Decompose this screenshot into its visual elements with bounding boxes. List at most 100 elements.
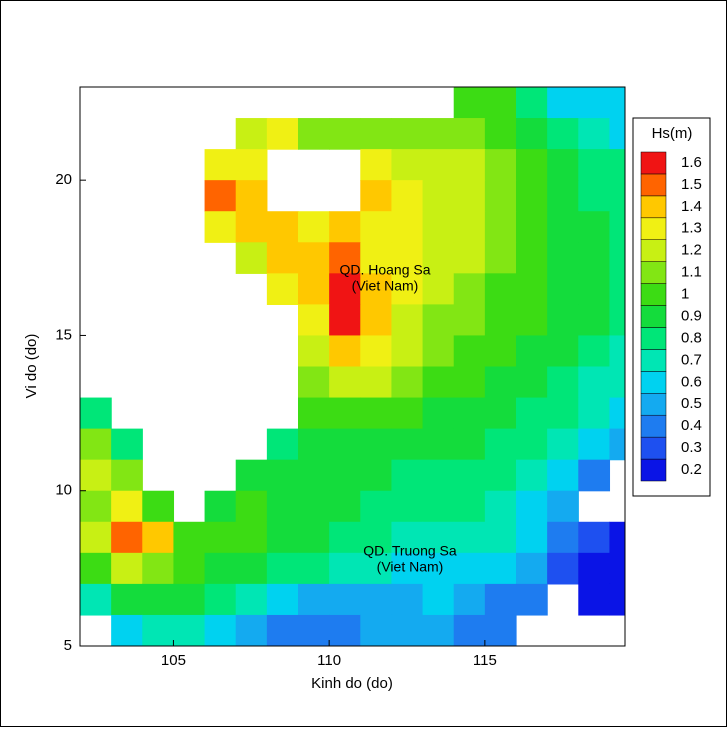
cell bbox=[173, 614, 206, 646]
cell bbox=[422, 552, 455, 585]
cell bbox=[484, 273, 517, 305]
cell bbox=[111, 490, 143, 523]
legend-label: 0.9 bbox=[681, 307, 702, 324]
cell bbox=[360, 211, 393, 243]
cell bbox=[80, 552, 112, 585]
cell bbox=[516, 583, 548, 616]
cell bbox=[578, 273, 611, 305]
cell bbox=[360, 521, 393, 554]
cell bbox=[391, 242, 424, 274]
cell bbox=[235, 490, 268, 523]
legend-swatch bbox=[640, 195, 667, 219]
cell bbox=[422, 397, 455, 430]
cell bbox=[453, 459, 486, 492]
cell bbox=[547, 118, 579, 150]
cell bbox=[422, 211, 455, 243]
cell bbox=[80, 490, 112, 523]
cell bbox=[142, 552, 175, 585]
y-tick-label: 15 bbox=[55, 326, 72, 343]
legend-label: 1.6 bbox=[681, 154, 702, 171]
cell bbox=[204, 211, 237, 243]
cell bbox=[516, 304, 548, 337]
cell bbox=[298, 614, 330, 646]
y-tick-label: 5 bbox=[64, 637, 72, 654]
cell bbox=[391, 149, 424, 181]
y-axis-label: Vi do (do) bbox=[23, 334, 40, 399]
cell bbox=[578, 428, 611, 461]
cell bbox=[484, 118, 517, 150]
cell bbox=[484, 459, 517, 492]
cell bbox=[111, 428, 143, 461]
cell bbox=[484, 366, 517, 399]
cell bbox=[360, 366, 393, 399]
cell bbox=[547, 211, 579, 243]
cell bbox=[391, 304, 424, 337]
cell bbox=[453, 335, 486, 368]
cell bbox=[578, 242, 611, 274]
cell bbox=[391, 397, 424, 430]
cell bbox=[453, 180, 486, 212]
cell bbox=[578, 304, 611, 337]
legend-swatch bbox=[640, 151, 667, 175]
cell bbox=[484, 614, 517, 646]
cell bbox=[609, 521, 625, 554]
legend-swatch bbox=[640, 436, 667, 460]
cell bbox=[235, 459, 268, 492]
cell bbox=[360, 490, 393, 523]
cell bbox=[516, 552, 548, 585]
cell bbox=[422, 335, 455, 368]
cell bbox=[360, 180, 393, 212]
cell bbox=[266, 428, 299, 461]
cell bbox=[204, 180, 237, 212]
cell bbox=[235, 149, 268, 181]
cell bbox=[391, 366, 424, 399]
cell bbox=[391, 459, 424, 492]
cell bbox=[516, 149, 548, 181]
cell bbox=[298, 273, 330, 305]
cell bbox=[329, 211, 361, 243]
cell bbox=[547, 428, 579, 461]
cell bbox=[360, 242, 393, 274]
cell bbox=[578, 397, 611, 430]
cell bbox=[266, 552, 299, 585]
cell bbox=[360, 459, 393, 492]
cell bbox=[298, 583, 330, 616]
cell bbox=[266, 490, 299, 523]
cell bbox=[360, 428, 393, 461]
cell bbox=[111, 552, 143, 585]
cell bbox=[578, 118, 611, 150]
cell bbox=[422, 583, 455, 616]
cell bbox=[516, 242, 548, 274]
cell bbox=[453, 242, 486, 274]
cell bbox=[484, 149, 517, 181]
legend-label: 1.5 bbox=[681, 176, 702, 193]
cell bbox=[422, 521, 455, 554]
legend-swatch bbox=[640, 393, 667, 416]
cell bbox=[298, 366, 330, 399]
legend-swatch bbox=[640, 414, 667, 438]
cell bbox=[578, 366, 611, 399]
cell bbox=[142, 521, 175, 554]
cell bbox=[609, 87, 625, 119]
cell bbox=[609, 118, 625, 150]
legend-swatch bbox=[640, 239, 667, 262]
annotation: (Viet Nam) bbox=[377, 559, 444, 575]
cell bbox=[329, 614, 361, 646]
cell bbox=[609, 552, 625, 585]
cell bbox=[578, 583, 611, 616]
cell bbox=[360, 304, 393, 337]
cell bbox=[266, 118, 299, 150]
cell bbox=[298, 211, 330, 243]
cell bbox=[609, 428, 625, 461]
cell bbox=[391, 335, 424, 368]
cell bbox=[111, 614, 143, 646]
cell bbox=[609, 273, 625, 305]
cell bbox=[422, 180, 455, 212]
cell bbox=[547, 459, 579, 492]
cell bbox=[547, 490, 579, 523]
cell bbox=[80, 459, 112, 492]
legend-label: 0.2 bbox=[681, 461, 702, 478]
cell bbox=[204, 521, 237, 554]
legend-label: 0.3 bbox=[681, 439, 702, 456]
